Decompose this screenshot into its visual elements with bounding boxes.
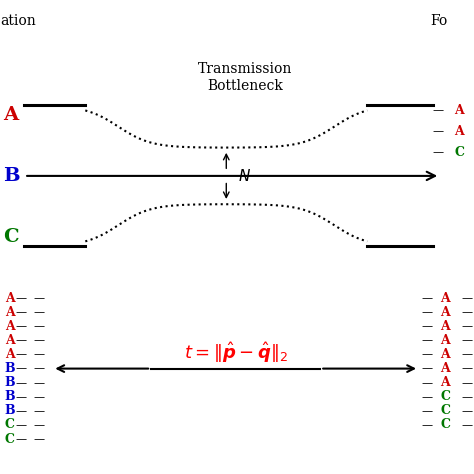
Text: —: — — [432, 147, 443, 157]
Text: C: C — [5, 433, 15, 446]
Text: —: — — [461, 420, 473, 430]
Text: —: — — [16, 307, 27, 317]
Text: —: — — [422, 420, 433, 430]
Text: A: A — [440, 348, 450, 361]
Text: —: — — [461, 336, 473, 346]
Text: —: — — [461, 406, 473, 416]
Text: C: C — [440, 390, 450, 403]
Text: —: — — [461, 364, 473, 374]
Text: —: — — [16, 392, 27, 402]
Text: A: A — [440, 334, 450, 347]
Text: —: — — [16, 406, 27, 416]
Text: —: — — [461, 321, 473, 331]
Text: —: — — [422, 392, 433, 402]
Text: —: — — [34, 434, 45, 444]
Text: —: — — [34, 420, 45, 430]
Text: A: A — [3, 106, 18, 124]
Text: ation: ation — [0, 14, 36, 28]
Text: —: — — [432, 126, 443, 136]
Text: B: B — [3, 167, 19, 185]
Text: —: — — [34, 307, 45, 317]
Text: —: — — [16, 420, 27, 430]
Text: —: — — [34, 349, 45, 359]
Text: A: A — [440, 292, 450, 305]
Text: —: — — [16, 321, 27, 331]
Text: —: — — [16, 364, 27, 374]
Text: B: B — [4, 404, 15, 418]
Text: A: A — [454, 125, 464, 138]
Text: A: A — [5, 292, 15, 305]
Text: —: — — [16, 293, 27, 303]
Text: —: — — [461, 392, 473, 402]
Text: C: C — [440, 404, 450, 418]
Text: Fo: Fo — [431, 14, 448, 28]
Text: A: A — [5, 334, 15, 347]
Text: A: A — [5, 320, 15, 333]
Text: C: C — [440, 419, 450, 431]
Text: —: — — [34, 364, 45, 374]
Text: —: — — [422, 378, 433, 388]
Text: A: A — [440, 362, 450, 375]
Text: —: — — [422, 307, 433, 317]
Text: $N$: $N$ — [238, 168, 251, 184]
Text: —: — — [16, 378, 27, 388]
Text: A: A — [5, 306, 15, 319]
Text: —: — — [422, 364, 433, 374]
Text: —: — — [461, 378, 473, 388]
Text: —: — — [16, 434, 27, 444]
Text: —: — — [422, 293, 433, 303]
Text: C: C — [454, 146, 464, 159]
Text: —: — — [461, 349, 473, 359]
Text: —: — — [34, 392, 45, 402]
Text: —: — — [461, 293, 473, 303]
Text: —: — — [34, 378, 45, 388]
Text: —: — — [422, 349, 433, 359]
Text: B: B — [4, 390, 15, 403]
Text: A: A — [440, 376, 450, 389]
Text: C: C — [5, 419, 15, 431]
Text: —: — — [34, 293, 45, 303]
Text: $t = \|\hat{\boldsymbol{p}} - \hat{\boldsymbol{q}}\|_2$: $t = \|\hat{\boldsymbol{p}} - \hat{\bold… — [184, 340, 288, 365]
Text: A: A — [5, 348, 15, 361]
Text: C: C — [3, 228, 18, 246]
Text: —: — — [16, 349, 27, 359]
Text: —: — — [16, 336, 27, 346]
Text: —: — — [461, 307, 473, 317]
Text: —: — — [422, 321, 433, 331]
Text: A: A — [454, 104, 464, 117]
Text: —: — — [34, 406, 45, 416]
Text: B: B — [4, 376, 15, 389]
Text: —: — — [34, 321, 45, 331]
Text: B: B — [4, 362, 15, 375]
Text: A: A — [440, 320, 450, 333]
Text: —: — — [422, 336, 433, 346]
Text: —: — — [432, 105, 443, 115]
Text: —: — — [34, 336, 45, 346]
Text: Transmission
Bottleneck: Transmission Bottleneck — [198, 62, 292, 93]
Text: —: — — [422, 406, 433, 416]
Text: A: A — [440, 306, 450, 319]
